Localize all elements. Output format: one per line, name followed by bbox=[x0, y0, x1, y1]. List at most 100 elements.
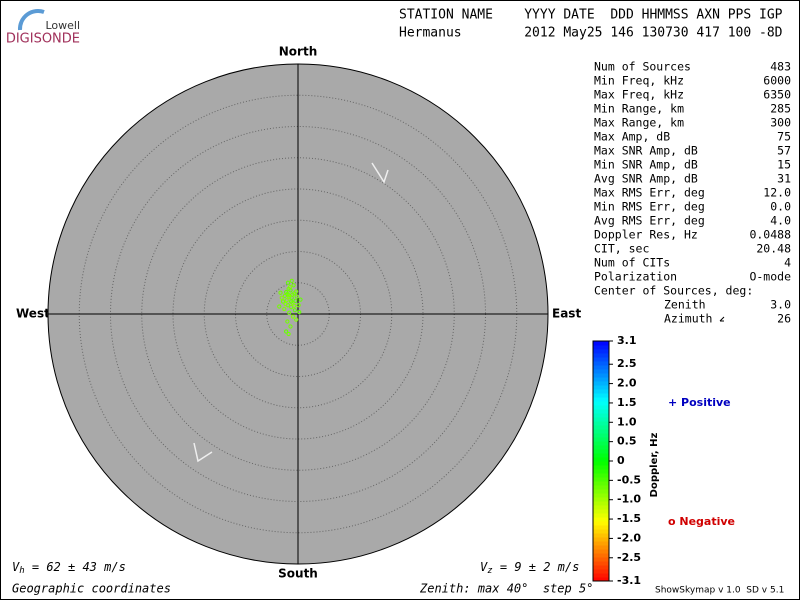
colorbar-swatch bbox=[593, 561, 609, 566]
source-point bbox=[287, 295, 292, 300]
stat-value: 285 bbox=[770, 102, 791, 116]
stat-value: 12.0 bbox=[763, 186, 791, 200]
colorbar-tick-label: -1.0 bbox=[617, 493, 641, 506]
colorbar-swatch bbox=[593, 433, 609, 438]
colorbar-swatch bbox=[593, 485, 609, 490]
colorbar-tick-label: 1.5 bbox=[617, 396, 637, 409]
source-point bbox=[297, 310, 302, 315]
source-point bbox=[293, 298, 298, 303]
stat-label: Max RMS Err, deg bbox=[594, 186, 705, 200]
source-point bbox=[280, 299, 286, 304]
colorbar-tick-label: 3.1 bbox=[617, 334, 637, 347]
source-point bbox=[290, 292, 295, 297]
colorbar-swatch bbox=[593, 521, 609, 526]
colorbar-swatch bbox=[593, 393, 609, 398]
colorbar-swatch bbox=[593, 437, 609, 442]
east-label: East bbox=[552, 307, 581, 321]
colorbar-swatch bbox=[593, 441, 609, 446]
colorbar-swatch bbox=[593, 469, 609, 474]
stat-label: Max Freq, kHz bbox=[594, 88, 684, 102]
arrow-marker bbox=[193, 442, 213, 463]
colorbar-swatch bbox=[593, 349, 609, 354]
colorbar-swatch bbox=[593, 565, 609, 570]
source-point bbox=[282, 306, 287, 312]
stat-label: Min Range, km bbox=[594, 102, 684, 116]
vz-symbol: V bbox=[480, 560, 488, 574]
stat-value: 20.48 bbox=[756, 242, 791, 256]
colorbar-swatch bbox=[593, 501, 609, 506]
arrow-marker bbox=[371, 162, 389, 184]
colorbar-swatch bbox=[593, 557, 609, 562]
colorbar-swatch bbox=[593, 345, 609, 350]
source-point bbox=[283, 301, 288, 307]
colorbar-swatch bbox=[593, 417, 609, 422]
stat-value: 0.0 bbox=[770, 200, 791, 214]
plot bbox=[47, 63, 549, 565]
stat-value: 75 bbox=[777, 130, 791, 144]
azimuth-value: 26 bbox=[777, 312, 791, 326]
stat-label: Min RMS Err, deg bbox=[594, 200, 705, 214]
stat-value: 6350 bbox=[763, 88, 791, 102]
source-point bbox=[284, 298, 289, 303]
colorbar-swatch bbox=[593, 413, 609, 418]
colorbar-swatch bbox=[593, 385, 609, 390]
colorbar-tick-label: -2.5 bbox=[617, 551, 641, 564]
colorbar-swatch bbox=[593, 541, 609, 546]
stat-value: 0.0488 bbox=[749, 228, 791, 242]
stat-label: Num of Sources bbox=[594, 60, 691, 74]
source-point bbox=[291, 283, 296, 288]
source-point bbox=[287, 310, 292, 315]
colorbar-swatch bbox=[593, 381, 609, 386]
zenith-note: Zenith: max 40° step 5° bbox=[419, 582, 593, 596]
stat-value: 15 bbox=[777, 158, 791, 172]
colorbar-label: Doppler, Hz bbox=[649, 433, 660, 498]
stat-label: Max Range, km bbox=[594, 116, 684, 130]
stat-value: 57 bbox=[777, 144, 791, 158]
colorbar-swatch bbox=[593, 373, 609, 378]
version-note: ShowSkymap v 1.0 SD v 5.1 bbox=[655, 586, 784, 596]
colorbar-tick-label: 1.0 bbox=[617, 415, 637, 428]
stat-label: Doppler Res, Hz bbox=[594, 228, 698, 242]
north-label: North bbox=[279, 45, 317, 59]
source-point bbox=[289, 278, 294, 283]
colorbar-swatch bbox=[593, 477, 609, 482]
colorbar-swatch bbox=[593, 569, 609, 574]
colorbar-tick-label: -3.1 bbox=[617, 574, 641, 587]
stat-label: Num of CITs bbox=[594, 256, 670, 270]
colorbar-swatch bbox=[593, 453, 609, 458]
coords-note: Geographic coordinates bbox=[12, 582, 171, 596]
source-point bbox=[286, 331, 291, 337]
stat-label: Avg RMS Err, deg bbox=[594, 214, 705, 228]
stat-label: Avg SNR Amp, dB bbox=[594, 172, 698, 186]
source-point bbox=[290, 314, 296, 319]
colorbar-swatch bbox=[593, 401, 609, 406]
colorbar-swatch bbox=[593, 389, 609, 394]
source-point bbox=[294, 317, 299, 322]
colorbar-swatch bbox=[593, 449, 609, 454]
colorbar-swatch bbox=[593, 461, 609, 466]
colorbar-swatch bbox=[593, 353, 609, 358]
colorbar-swatch bbox=[593, 545, 609, 550]
source-point bbox=[294, 289, 299, 294]
colorbar-swatch bbox=[593, 513, 609, 518]
stat-value: 4 bbox=[784, 256, 791, 270]
colorbar-swatch bbox=[593, 533, 609, 538]
stat-value: 300 bbox=[770, 116, 791, 130]
stat-label: Max Amp, dB bbox=[594, 130, 670, 144]
stat-value: 31 bbox=[777, 172, 791, 186]
zenith-label: Zenith bbox=[664, 298, 706, 312]
stat-label: Min SNR Amp, dB bbox=[594, 158, 698, 172]
azimuth-label: Azimuth bbox=[664, 312, 712, 326]
stat-label: Max SNR Amp, dB bbox=[594, 144, 698, 158]
center-title: Center of Sources, deg: bbox=[594, 284, 753, 298]
vh-text: Vh = 62 ± 43 m/s bbox=[12, 560, 126, 576]
colorbar-tick-label: 0 bbox=[617, 454, 625, 467]
colorbar-swatch bbox=[593, 549, 609, 554]
source-point bbox=[292, 303, 297, 308]
colorbar-swatch bbox=[593, 517, 609, 522]
source-point bbox=[296, 303, 301, 308]
vh-value: = 62 ± 43 m/s bbox=[25, 560, 126, 574]
colorbar-swatch bbox=[593, 445, 609, 450]
source-point bbox=[294, 294, 299, 299]
